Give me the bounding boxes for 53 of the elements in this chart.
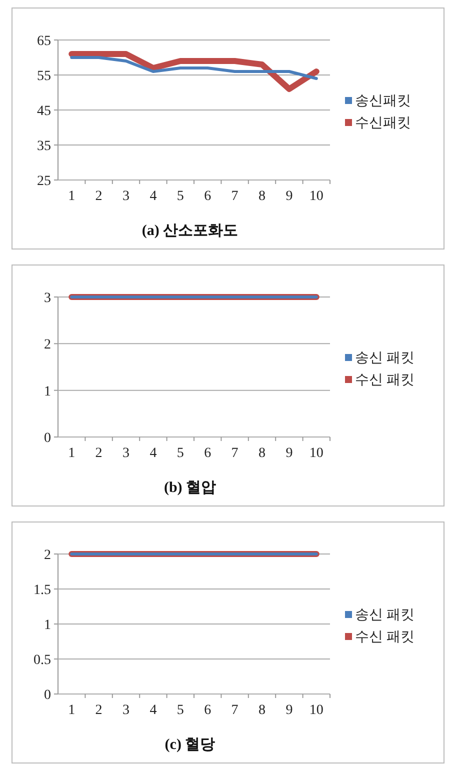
x-tick-label: 1 — [68, 703, 76, 718]
y-tick-label: 2 — [44, 338, 51, 353]
y-tick-label: 25 — [37, 174, 51, 189]
y-tick-label: 0 — [44, 431, 51, 446]
x-tick-label: 4 — [150, 703, 157, 718]
x-tick-label: 2 — [95, 189, 102, 204]
x-tick-label: 9 — [286, 703, 293, 718]
x-tick-label: 4 — [150, 446, 157, 461]
legend-label: 수신패킷 — [355, 116, 411, 131]
legend-label: 송신 패킷 — [355, 608, 414, 623]
x-tick-label: 3 — [122, 703, 130, 718]
x-tick-label: 9 — [286, 189, 293, 204]
y-tick-label: 55 — [37, 69, 51, 84]
x-tick-label: 4 — [150, 189, 157, 204]
x-tick-label: 8 — [258, 446, 266, 461]
x-tick-label: 6 — [204, 189, 212, 204]
y-tick-label: 45 — [37, 104, 51, 119]
x-tick-label: 7 — [231, 189, 238, 204]
y-tick-label: 0.5 — [34, 653, 51, 668]
x-tick-label: 3 — [122, 189, 130, 204]
text: (a) 산소포화도 — [142, 223, 238, 239]
x-tick-label: 8 — [258, 703, 266, 718]
x-tick-label: 5 — [176, 189, 184, 204]
legend-label: 송신 패킷 — [355, 351, 414, 366]
y-tick-label: 2 — [44, 548, 51, 563]
x-tick-label: 5 — [176, 703, 184, 718]
x-tick-label: 8 — [258, 189, 266, 204]
y-tick-label: 1.5 — [34, 583, 51, 598]
x-tick-label: 2 — [95, 703, 102, 718]
y-tick-label: 3 — [44, 291, 51, 306]
x-tick-label: 10 — [309, 189, 324, 204]
x-tick-label: 6 — [204, 446, 212, 461]
x-tick-label: 1 — [68, 446, 76, 461]
legend-label: 수신 패킷 — [355, 373, 414, 388]
x-tick-label: 10 — [309, 703, 324, 718]
x-tick-label: 5 — [176, 446, 184, 461]
x-tick-label: 3 — [122, 446, 130, 461]
legend-label: 수신 패킷 — [355, 630, 414, 645]
x-tick-label: 10 — [309, 446, 324, 461]
x-tick-label: 9 — [286, 446, 293, 461]
y-tick-label: 65 — [37, 34, 51, 49]
y-tick-label: 1 — [44, 384, 51, 400]
x-tick-label: 6 — [204, 703, 212, 718]
legend-label: 송신패킷 — [355, 94, 411, 109]
text: (b) 혈압 — [164, 480, 216, 496]
y-tick-label: 1 — [44, 618, 51, 633]
y-tick-label: 35 — [37, 139, 51, 154]
text: (c) 혈당 — [164, 737, 216, 753]
x-tick-label: 7 — [231, 446, 238, 461]
x-tick-label: 2 — [95, 446, 102, 461]
x-tick-label: 1 — [68, 189, 76, 204]
y-tick-label: 0 — [44, 688, 51, 703]
x-tick-label: 7 — [231, 703, 238, 718]
